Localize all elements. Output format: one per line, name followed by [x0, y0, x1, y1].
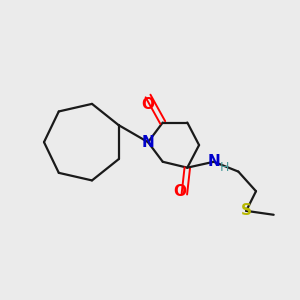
Text: H: H: [220, 161, 229, 174]
Text: N: N: [207, 154, 220, 169]
Text: O: O: [173, 184, 186, 199]
Text: O: O: [142, 98, 154, 112]
Text: S: S: [241, 203, 252, 218]
Text: N: N: [142, 135, 154, 150]
